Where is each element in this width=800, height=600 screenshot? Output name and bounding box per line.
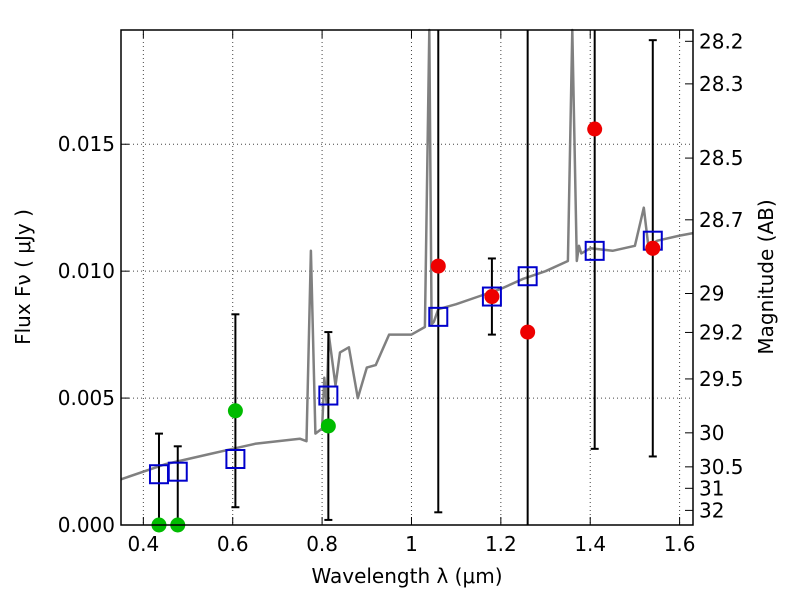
magnitude-tick-label: 31	[699, 476, 724, 500]
data-point	[320, 418, 336, 434]
y-tick-label: 0.000	[58, 513, 115, 537]
magnitude-tick-label: 30	[699, 421, 724, 445]
spectrum-layer	[120, 28, 694, 481]
model-square-marker	[225, 449, 246, 469]
grid	[121, 30, 693, 526]
x-tick-label: 0.4	[127, 532, 159, 556]
spectrum-line	[120, 28, 694, 481]
data-point	[484, 289, 500, 305]
x-ticks: 0.4 0.6 0.8 1 1.2 1.4 1.6	[127, 30, 696, 556]
x-axis-title: Wavelength λ (μm)	[311, 564, 502, 588]
magnitude-tick-label: 29	[699, 281, 724, 305]
magnitude-tick-label: 28.2	[699, 29, 744, 53]
data-point	[587, 121, 603, 137]
model-square-marker	[584, 240, 605, 261]
magnitude-tick-label: 30.5	[699, 455, 744, 479]
x-tick-label: 0.6	[217, 532, 249, 556]
model-square-marker	[517, 266, 538, 287]
data-point	[227, 403, 243, 419]
plot-frame	[120, 29, 694, 526]
magnitude-tick-label: 32	[699, 498, 724, 522]
model-square-marker	[481, 286, 502, 307]
data-point	[520, 324, 536, 340]
y-tick-label: 0.010	[58, 259, 115, 283]
model-square-marker	[428, 306, 449, 327]
data-point	[430, 258, 446, 274]
magnitude-tick-label: 29.5	[699, 367, 744, 391]
marker-layer	[148, 121, 663, 533]
x-tick-label: 0.8	[306, 532, 338, 556]
x-tick-label: 1	[405, 532, 418, 556]
magnitude-tick-label: 28.7	[699, 208, 744, 232]
magnitude-tick-label: 29.2	[699, 320, 744, 344]
data-point	[645, 240, 661, 256]
y-ticks: 0.000 0.005 0.010 0.015	[58, 132, 129, 537]
y-tick-label: 0.005	[58, 386, 115, 410]
magnitude-tick-label: 28.5	[699, 146, 744, 170]
model-square-marker	[318, 385, 339, 406]
y-tick-label: 0.015	[58, 132, 115, 156]
model-square-marker	[167, 461, 188, 482]
x-tick-label: 1.2	[485, 532, 517, 556]
y-axis-title: Flux Fν ( μJy )	[11, 209, 35, 345]
magnitude-tick-label: 28.3	[699, 72, 744, 96]
right-axis-title: Magnitude (AB)	[754, 199, 778, 354]
x-tick-label: 1.6	[664, 532, 696, 556]
x-tick-label: 1.4	[574, 532, 606, 556]
